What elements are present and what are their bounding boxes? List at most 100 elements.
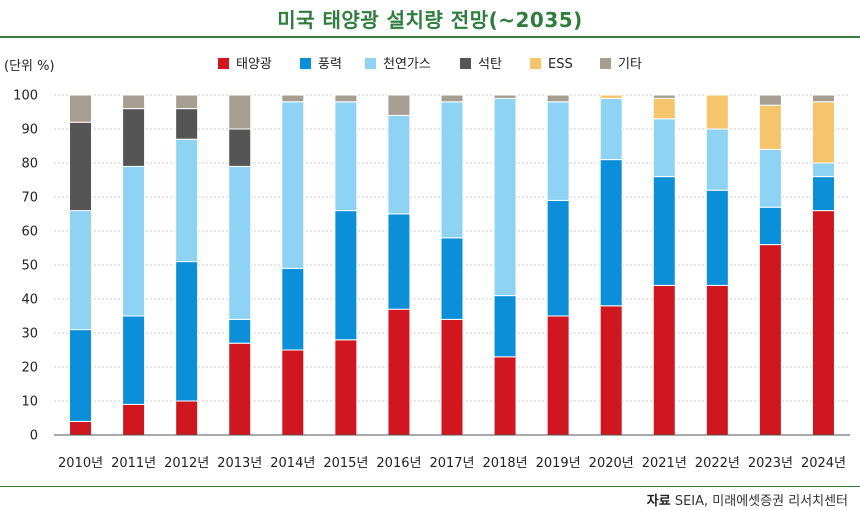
bar-segment <box>228 165 252 320</box>
bar-segment <box>440 237 464 320</box>
legend-swatch <box>600 58 611 69</box>
bar-segment <box>334 210 358 341</box>
x-tick-label: 2019년 <box>536 456 581 471</box>
bar-segment <box>281 267 305 351</box>
legend-label: 천연가스 <box>383 57 431 72</box>
unit-label: (단위 %) <box>4 59 55 74</box>
bar-segment <box>175 138 199 263</box>
bar-segment <box>652 94 676 99</box>
bar-segment <box>281 101 305 269</box>
bar-segment <box>334 101 358 212</box>
bar-segment <box>122 315 146 405</box>
bar-segment <box>652 118 676 178</box>
x-axis-labels: 2010년 2011년 2012년 2013년 2014년 2015년 2016년 2017년… <box>58 456 846 471</box>
bar-segment <box>705 94 729 130</box>
bar-segment <box>758 94 782 106</box>
bar-segment <box>758 104 782 150</box>
bar-segment <box>493 97 517 297</box>
y-axis-ticks: 0 10 20 30 40 50 60 70 80 90 100 <box>13 89 38 444</box>
bar-segment <box>387 308 411 436</box>
bar-segment <box>69 329 93 422</box>
y-tick-label: 80 <box>21 157 38 172</box>
bar-segment <box>705 284 729 436</box>
x-tick-label: 2021년 <box>642 456 687 471</box>
bar-segment <box>546 315 570 436</box>
legend-label: ESS <box>548 57 573 72</box>
legend-swatch <box>365 58 376 69</box>
bar-segment <box>175 94 199 110</box>
bar-segment <box>334 94 358 103</box>
source-text: SEIA, 미래에셋증권 리서치센터 <box>674 494 848 509</box>
bar-segment <box>69 94 93 123</box>
bar-segment <box>546 199 570 317</box>
bar-segment <box>493 295 517 358</box>
bar-segment <box>758 206 782 246</box>
bar-segment <box>122 94 146 110</box>
bar-segment <box>811 94 835 103</box>
footer-divider <box>0 486 860 487</box>
y-tick-label: 100 <box>13 89 38 104</box>
title-divider <box>0 36 860 38</box>
y-tick-label: 20 <box>21 361 38 376</box>
y-tick-label: 30 <box>21 327 38 342</box>
x-tick-label: 2011년 <box>111 456 156 471</box>
bar-segment <box>652 97 676 120</box>
bar-segment <box>758 148 782 208</box>
x-tick-label: 2022년 <box>695 456 740 471</box>
bar-segment <box>69 121 93 212</box>
bar-segment <box>122 403 146 436</box>
x-tick-label: 2010년 <box>58 456 103 471</box>
legend-label: 기타 <box>618 57 642 72</box>
bar-segment <box>175 400 199 436</box>
bar-segment <box>493 94 517 99</box>
x-tick-label: 2024년 <box>801 456 846 471</box>
x-tick-label: 2016년 <box>376 456 421 471</box>
x-tick-label: 2018년 <box>483 456 528 471</box>
y-tick-label: 40 <box>21 293 38 308</box>
bar-segment <box>652 176 676 286</box>
legend-label: 태양광 <box>236 57 272 72</box>
bar-segment <box>281 94 305 103</box>
legend-label: 석탄 <box>478 57 502 72</box>
bar-segment <box>705 189 729 286</box>
bar-segment <box>758 244 782 436</box>
bar-segment <box>652 284 676 436</box>
bar-segment <box>705 128 729 191</box>
legend-swatch <box>218 58 229 69</box>
y-tick-label: 60 <box>21 225 38 240</box>
bar-segment <box>599 94 623 99</box>
bar-segment <box>599 159 623 307</box>
legend-label: 풍력 <box>318 57 342 72</box>
bar-segment <box>122 165 146 317</box>
bars <box>69 94 835 436</box>
bar-segment <box>599 97 623 161</box>
legend: 태양광 풍력 천연가스 석탄 ESS 기타 <box>218 57 642 72</box>
chart-title: 미국 태양광 설치량 전망(~2035) <box>277 8 583 32</box>
legend-swatch <box>300 58 311 69</box>
bar-segment <box>228 318 252 344</box>
x-tick-label: 2012년 <box>164 456 209 471</box>
source-note: 자료 SEIA, 미래에셋증권 리서치센터 <box>647 490 848 509</box>
x-tick-label: 2020년 <box>589 456 634 471</box>
bar-segment <box>440 101 464 239</box>
bar-segment <box>228 342 252 436</box>
y-tick-label: 50 <box>21 259 38 274</box>
bar-segment <box>546 94 570 103</box>
bar-segment <box>811 176 835 212</box>
bar-segment <box>228 94 252 130</box>
x-tick-label: 2017년 <box>429 456 474 471</box>
bar-segment <box>122 108 146 167</box>
x-tick-label: 2015년 <box>323 456 368 471</box>
bar-segment <box>546 101 570 201</box>
bar-segment <box>440 94 464 103</box>
x-tick-label: 2013년 <box>217 456 262 471</box>
bar-segment <box>334 339 358 436</box>
x-tick-label: 2014년 <box>270 456 315 471</box>
legend-swatch <box>530 58 541 69</box>
bar-segment <box>811 101 835 164</box>
y-tick-label: 90 <box>21 123 38 138</box>
bar-segment <box>175 261 199 402</box>
stacked-bar-chart: 태양광 풍력 천연가스 석탄 ESS 기타 (단위 %) 0 10 20 30 40 50 60 70 8… <box>4 57 850 471</box>
bar-segment <box>387 114 411 215</box>
y-tick-label: 10 <box>21 395 38 410</box>
